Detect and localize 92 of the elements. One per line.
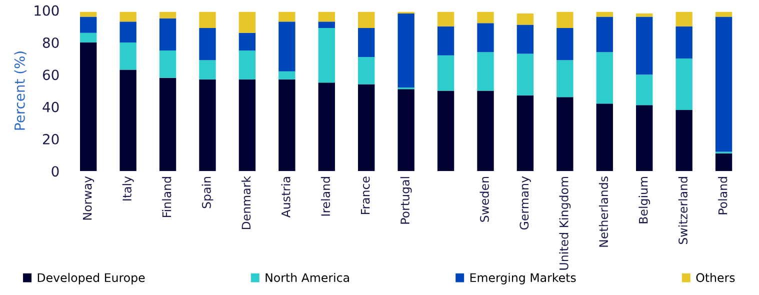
bar — [120, 70, 136, 172]
bar — [199, 28, 216, 60]
bar — [238, 12, 256, 33]
bar — [676, 58, 692, 110]
x-tick-label: Austria — [281, 177, 290, 218]
legend-label: Emerging Markets — [470, 272, 576, 284]
bar — [199, 79, 216, 172]
bar — [398, 14, 414, 88]
bar — [477, 52, 494, 91]
bar — [477, 12, 494, 24]
bar — [636, 16, 653, 75]
bar — [80, 12, 97, 17]
legend-label: Others — [696, 272, 735, 282]
x-tick-label: Spain — [202, 176, 214, 208]
bar — [556, 97, 574, 172]
bar — [636, 14, 653, 17]
legend-label: Developed Europe — [38, 272, 145, 284]
bar — [715, 12, 732, 17]
bar — [596, 52, 613, 104]
bar — [80, 16, 97, 33]
bar — [278, 79, 296, 172]
bar — [120, 12, 136, 22]
bar — [159, 12, 176, 18]
bar — [318, 12, 335, 22]
bar — [596, 104, 613, 172]
bar — [358, 56, 375, 84]
x-tick-label: Norway — [82, 176, 94, 220]
bar — [516, 96, 534, 172]
bar — [238, 32, 256, 51]
bar — [676, 110, 692, 172]
x-tick-label: Sweden — [480, 176, 489, 222]
y-tick-label: 100 — [34, 5, 59, 16]
bar — [715, 16, 732, 152]
bar — [358, 28, 375, 57]
bar — [120, 22, 136, 42]
bar — [516, 24, 534, 54]
x-tick-label: Italy — [122, 176, 134, 200]
bar — [199, 60, 216, 80]
bar — [278, 12, 296, 22]
bar — [159, 18, 176, 51]
x-tick-label: Portugal — [400, 177, 412, 224]
y-tick-label: 0 — [52, 166, 59, 177]
bar — [516, 14, 534, 25]
x-tick-label: Switzerland — [678, 177, 688, 244]
bar — [318, 28, 335, 83]
bar — [159, 50, 176, 78]
y-axis-title: Percent (%) — [14, 52, 27, 130]
x-tick-label: Poland — [718, 177, 728, 214]
bar — [159, 78, 176, 172]
bar — [556, 28, 574, 60]
legend-label: North America — [266, 272, 349, 282]
x-tick-label: United Kingdom — [559, 176, 571, 270]
bar — [358, 84, 375, 172]
bar — [516, 54, 534, 96]
bar — [358, 12, 375, 28]
bar — [676, 26, 692, 59]
bar — [398, 89, 414, 172]
x-tick-label: Netherlands — [598, 176, 608, 247]
bar — [318, 82, 335, 172]
bar — [596, 16, 613, 52]
bar — [238, 79, 256, 172]
bar — [437, 12, 454, 26]
bar — [278, 71, 296, 80]
x-tick-label: Finland — [162, 177, 172, 217]
bar — [238, 50, 256, 80]
bar — [437, 55, 454, 91]
bar — [477, 90, 494, 172]
bar — [636, 74, 653, 106]
bar — [477, 23, 494, 52]
y-tick-label: 40 — [42, 102, 59, 112]
bar — [437, 26, 454, 56]
bar — [120, 42, 136, 70]
bar — [715, 153, 732, 172]
y-tick-label: 60 — [42, 70, 59, 80]
bar — [676, 12, 692, 26]
x-tick-label: Belgium — [638, 176, 650, 224]
bar — [596, 12, 613, 17]
y-tick-label: 80 — [42, 37, 59, 48]
bar — [199, 12, 216, 28]
bar — [556, 60, 574, 98]
x-tick-label: Denmark — [241, 176, 251, 230]
bar — [556, 12, 574, 28]
x-tick-label: Ireland — [320, 177, 330, 216]
x-tick-label: France — [361, 176, 370, 214]
bar — [437, 90, 454, 172]
bar — [80, 42, 97, 172]
bar — [278, 22, 296, 72]
bar — [80, 32, 97, 42]
y-tick-label: 20 — [43, 134, 59, 144]
bar — [318, 22, 335, 28]
bar — [636, 105, 653, 172]
x-tick-label: Germany — [520, 176, 531, 230]
